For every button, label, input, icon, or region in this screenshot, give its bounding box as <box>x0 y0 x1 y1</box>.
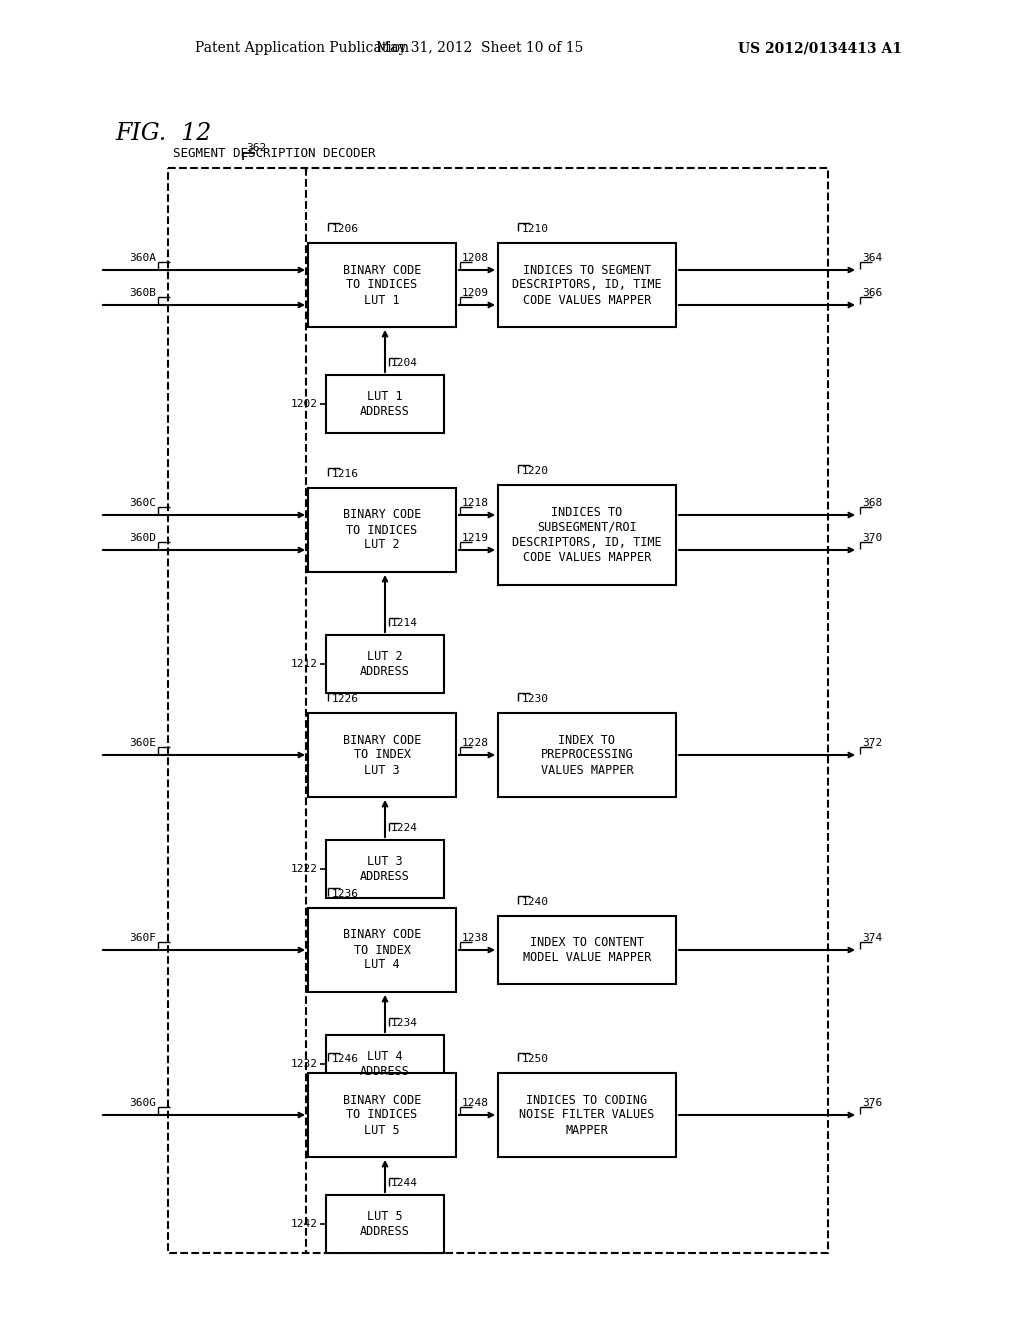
Text: 1206: 1206 <box>332 224 359 234</box>
Text: INDICES TO CODING
NOISE FILTER VALUES
MAPPER: INDICES TO CODING NOISE FILTER VALUES MA… <box>519 1093 654 1137</box>
Text: 360E: 360E <box>129 738 156 748</box>
Text: BINARY CODE
TO INDEX
LUT 4: BINARY CODE TO INDEX LUT 4 <box>343 928 421 972</box>
Text: 1242: 1242 <box>291 1218 318 1229</box>
Text: 1210: 1210 <box>522 224 549 234</box>
Text: 1226: 1226 <box>332 694 359 704</box>
Bar <box>498 484 676 585</box>
Bar <box>308 243 456 327</box>
Text: 366: 366 <box>862 288 883 298</box>
Bar <box>308 1073 456 1158</box>
Text: 1250: 1250 <box>522 1053 549 1064</box>
Text: 360D: 360D <box>129 533 156 543</box>
Bar <box>308 908 456 993</box>
Text: 1244: 1244 <box>391 1177 418 1188</box>
Bar <box>168 168 828 1253</box>
Text: BINARY CODE
TO INDICES
LUT 2: BINARY CODE TO INDICES LUT 2 <box>343 508 421 552</box>
Text: 1238: 1238 <box>462 933 489 942</box>
Text: May 31, 2012  Sheet 10 of 15: May 31, 2012 Sheet 10 of 15 <box>376 41 584 55</box>
Text: 1230: 1230 <box>522 694 549 704</box>
Bar <box>498 713 676 797</box>
Text: 360A: 360A <box>129 253 156 263</box>
Text: 1208: 1208 <box>462 253 489 263</box>
Text: 368: 368 <box>862 498 883 508</box>
Text: BINARY CODE
TO INDEX
LUT 3: BINARY CODE TO INDEX LUT 3 <box>343 734 421 776</box>
Text: 1218: 1218 <box>462 498 489 508</box>
Text: SEGMENT DESCRIPTION DECODER: SEGMENT DESCRIPTION DECODER <box>173 147 376 160</box>
Text: 1240: 1240 <box>522 898 549 907</box>
Text: 1214: 1214 <box>391 618 418 628</box>
Bar <box>326 1195 444 1253</box>
Text: 1209: 1209 <box>462 288 489 298</box>
Text: US 2012/0134413 A1: US 2012/0134413 A1 <box>738 41 902 55</box>
Text: LUT 3
ADDRESS: LUT 3 ADDRESS <box>360 855 410 883</box>
Text: 360F: 360F <box>129 933 156 942</box>
Text: 1246: 1246 <box>332 1053 359 1064</box>
Text: LUT 5
ADDRESS: LUT 5 ADDRESS <box>360 1210 410 1238</box>
Text: BINARY CODE
TO INDICES
LUT 1: BINARY CODE TO INDICES LUT 1 <box>343 264 421 306</box>
Bar <box>498 916 676 983</box>
Bar <box>326 1035 444 1093</box>
Text: 1248: 1248 <box>462 1098 489 1107</box>
Bar <box>498 1073 676 1158</box>
Text: 364: 364 <box>862 253 883 263</box>
Text: 1219: 1219 <box>462 533 489 543</box>
Text: 360G: 360G <box>129 1098 156 1107</box>
Text: 1220: 1220 <box>522 466 549 477</box>
Text: 1232: 1232 <box>291 1059 318 1069</box>
Text: 1228: 1228 <box>462 738 489 748</box>
Text: LUT 2
ADDRESS: LUT 2 ADDRESS <box>360 649 410 678</box>
Text: INDICES TO SEGMENT
DESCRIPTORS, ID, TIME
CODE VALUES MAPPER: INDICES TO SEGMENT DESCRIPTORS, ID, TIME… <box>512 264 662 306</box>
Text: 1236: 1236 <box>332 888 359 899</box>
Bar <box>308 713 456 797</box>
Text: 1216: 1216 <box>332 469 359 479</box>
Text: 376: 376 <box>862 1098 883 1107</box>
Text: INDEX TO
PREPROCESSING
VALUES MAPPER: INDEX TO PREPROCESSING VALUES MAPPER <box>541 734 633 776</box>
Text: 1224: 1224 <box>391 822 418 833</box>
Bar <box>326 375 444 433</box>
Text: 374: 374 <box>862 933 883 942</box>
Text: 362: 362 <box>246 143 266 153</box>
Text: 1222: 1222 <box>291 865 318 874</box>
Text: 1212: 1212 <box>291 659 318 669</box>
Text: 360B: 360B <box>129 288 156 298</box>
Text: 1204: 1204 <box>391 358 418 368</box>
Text: 1234: 1234 <box>391 1018 418 1028</box>
Bar <box>326 635 444 693</box>
Text: INDEX TO CONTENT
MODEL VALUE MAPPER: INDEX TO CONTENT MODEL VALUE MAPPER <box>523 936 651 964</box>
Text: 372: 372 <box>862 738 883 748</box>
Text: 1202: 1202 <box>291 399 318 409</box>
Text: Patent Application Publication: Patent Application Publication <box>195 41 410 55</box>
Text: LUT 4
ADDRESS: LUT 4 ADDRESS <box>360 1049 410 1078</box>
Bar <box>326 840 444 898</box>
Text: INDICES TO
SUBSEGMENT/ROI
DESCRIPTORS, ID, TIME
CODE VALUES MAPPER: INDICES TO SUBSEGMENT/ROI DESCRIPTORS, I… <box>512 506 662 564</box>
Text: 360C: 360C <box>129 498 156 508</box>
Text: LUT 1
ADDRESS: LUT 1 ADDRESS <box>360 389 410 418</box>
Bar <box>498 243 676 327</box>
Text: BINARY CODE
TO INDICES
LUT 5: BINARY CODE TO INDICES LUT 5 <box>343 1093 421 1137</box>
Text: 370: 370 <box>862 533 883 543</box>
Bar <box>308 488 456 572</box>
Text: FIG.  12: FIG. 12 <box>115 121 211 144</box>
